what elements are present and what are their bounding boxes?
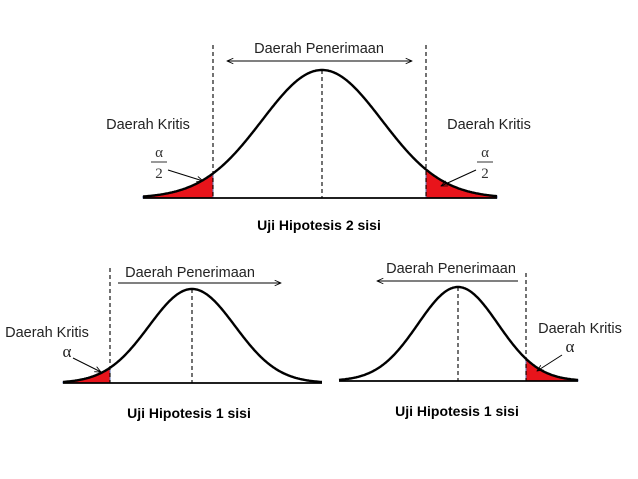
- left-one-sided-alpha: α: [63, 342, 72, 361]
- right-alpha-pointer: [441, 169, 477, 187]
- left-alpha-denominator: 2: [155, 166, 163, 182]
- two-sided-left-critical-label: Daerah Kritis: [106, 117, 190, 133]
- right-alpha-numerator: α: [481, 145, 489, 161]
- right-tail-critical-region: [525, 357, 579, 382]
- left-critical-region: [142, 172, 214, 199]
- left-one-sided-caption: Uji Hipotesis 1 sisi: [127, 405, 251, 421]
- left-alpha-pointer: [167, 169, 203, 181]
- right-one-sided-critical-label: Daerah Kritis: [538, 321, 622, 337]
- left-one-sided-alpha-pointer: [72, 357, 101, 372]
- two-sided-caption: Uji Hipotesis 2 sisi: [257, 217, 381, 233]
- right-one-sided-alpha-pointer: [537, 354, 563, 371]
- two-sided-acceptance-label: Daerah Penerimaan: [254, 41, 384, 57]
- two-sided-normal-curve: [142, 68, 498, 198]
- left-alpha-numerator: α: [155, 145, 163, 161]
- right-alpha-denominator: 2: [481, 166, 489, 182]
- right-one-sided-acceptance-label: Daerah Penerimaan: [386, 261, 516, 277]
- right-one-sided-alpha: α: [566, 337, 575, 356]
- two-sided-diagram: Daerah Penerimaan Daerah Kritis Daerah K…: [106, 41, 531, 233]
- one-sided-left-diagram: Daerah Penerimaan Daerah Kritis α Uji Hi…: [5, 265, 322, 421]
- right-one-sided-caption: Uji Hipotesis 1 sisi: [395, 403, 519, 419]
- two-sided-right-critical-label: Daerah Kritis: [447, 117, 531, 133]
- one-sided-right-diagram: Daerah Penerimaan Daerah Kritis α Uji Hi…: [338, 261, 622, 419]
- left-one-sided-acceptance-label: Daerah Penerimaan: [125, 265, 255, 281]
- left-one-sided-critical-label: Daerah Kritis: [5, 325, 89, 341]
